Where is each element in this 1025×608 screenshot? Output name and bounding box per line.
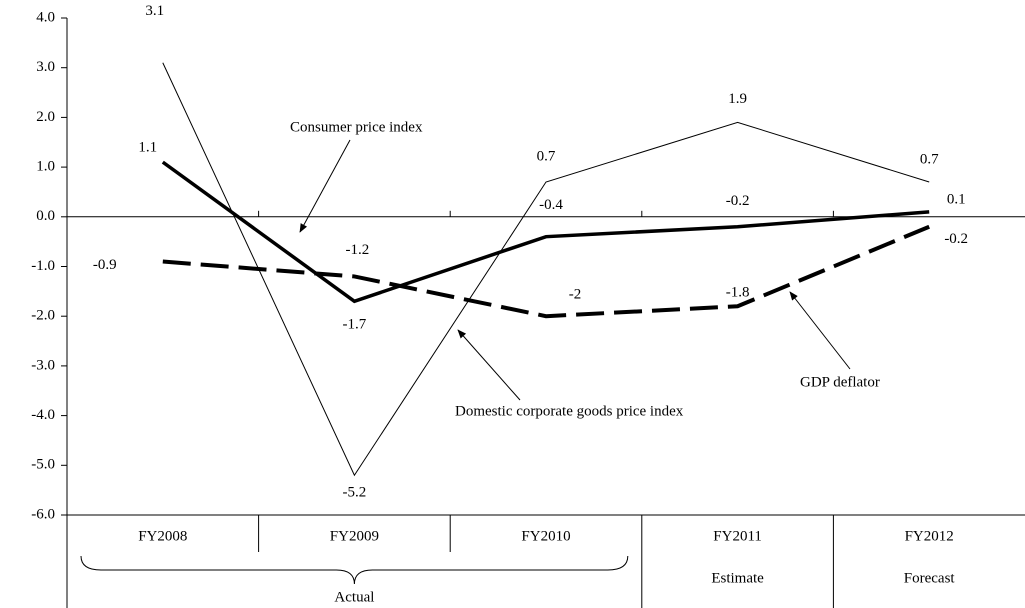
series-line <box>162 62 930 477</box>
y-tick-label: 1.0 <box>36 159 55 175</box>
group-label: Estimate <box>711 570 764 586</box>
series-name: GDP deflator <box>800 374 880 390</box>
y-tick-label: 2.0 <box>36 109 55 125</box>
series-name: Domestic corporate goods price index <box>455 403 684 419</box>
data-label: -0.2 <box>726 193 750 209</box>
y-tick-label: -2.0 <box>31 308 55 324</box>
y-tick-label: -1.0 <box>31 258 55 274</box>
y-tick-label: 3.0 <box>36 59 55 75</box>
brace <box>80 555 629 585</box>
y-tick-label: 0.0 <box>36 208 55 224</box>
data-label: -1.2 <box>346 242 370 258</box>
callout-arrow <box>457 329 521 401</box>
data-label: -0.4 <box>539 197 563 213</box>
series-line <box>161 160 930 304</box>
y-tick-label: -5.0 <box>31 457 55 473</box>
callout-arrow <box>299 139 351 233</box>
y-tick-label: 4.0 <box>36 9 55 25</box>
data-label: -5.2 <box>343 485 367 501</box>
x-tick-label: FY2009 <box>330 528 379 544</box>
x-tick-label: FY2008 <box>138 528 187 544</box>
series-line <box>162 224 930 319</box>
x-tick-label: FY2011 <box>713 528 762 544</box>
y-tick-label: -6.0 <box>31 506 55 522</box>
data-label: -1.8 <box>726 285 750 301</box>
callout-arrow <box>789 291 851 370</box>
y-tick-label: -3.0 <box>31 357 55 373</box>
data-label: -2 <box>569 287 582 303</box>
data-label: 0.7 <box>537 148 556 164</box>
series-name: Consumer price index <box>290 119 423 135</box>
data-label: -0.2 <box>944 231 968 247</box>
group-label: Forecast <box>904 570 956 586</box>
data-label: 3.1 <box>145 3 164 19</box>
data-label: 0.7 <box>920 151 939 167</box>
x-tick-label: FY2012 <box>905 528 954 544</box>
data-label: 1.9 <box>728 91 747 107</box>
data-label: 0.1 <box>947 191 966 207</box>
x-tick-label: FY2010 <box>521 528 570 544</box>
group-label: Actual <box>334 589 374 605</box>
data-label: 1.1 <box>138 140 157 156</box>
data-label: -0.9 <box>93 257 117 273</box>
y-tick-label: -4.0 <box>31 407 55 423</box>
data-label: -1.7 <box>343 317 367 333</box>
